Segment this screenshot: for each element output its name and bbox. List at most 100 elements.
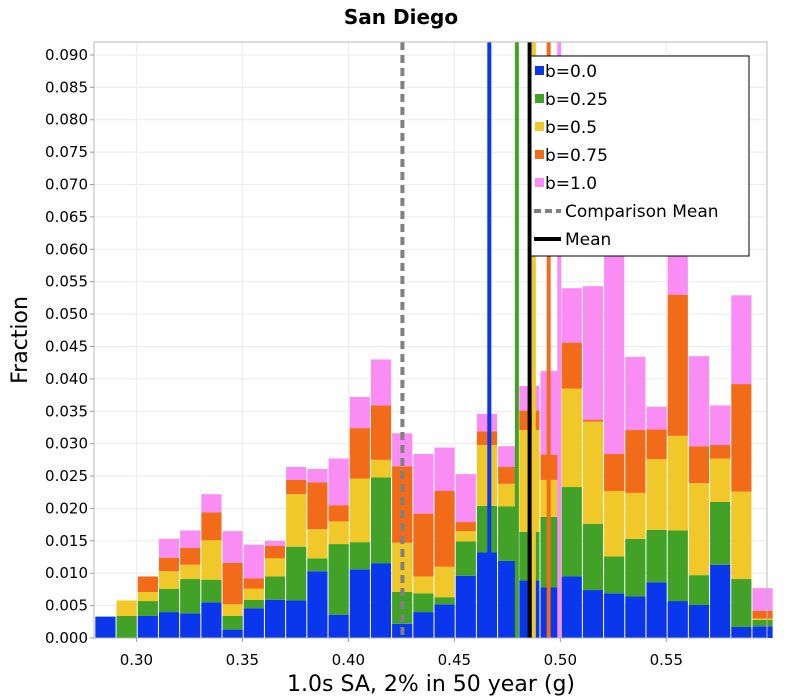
bar-b=1.0-bin-18 bbox=[476, 413, 498, 432]
x-tick-label: 0.45 bbox=[438, 651, 471, 669]
bar-b=0.0-bin-3 bbox=[158, 612, 180, 638]
bar-b=0.75-bin-13 bbox=[370, 405, 392, 460]
bar-b=0.0-bin-7 bbox=[243, 608, 264, 638]
bar-b=0.75-bin-5 bbox=[201, 512, 222, 541]
bar-b=0.5-bin-12 bbox=[349, 478, 370, 543]
bar-b=0.25-bin-25 bbox=[625, 538, 646, 597]
bar-b=0.5-bin-31 bbox=[752, 618, 773, 620]
y-tick-label: 0.050 bbox=[45, 305, 88, 323]
y-tick-label: 0.045 bbox=[45, 337, 88, 355]
bar-b=0.25-bin-10 bbox=[307, 558, 328, 572]
bar-b=0.0-bin-22 bbox=[561, 576, 582, 638]
bar-b=0.25-bin-8 bbox=[264, 576, 286, 600]
bar-b=0.25-bin-11 bbox=[328, 544, 349, 615]
bar-b=1.0-bin-15 bbox=[413, 454, 434, 514]
legend-box bbox=[530, 55, 750, 257]
bar-b=0.5-bin-16 bbox=[434, 566, 455, 598]
bar-b=0.75-bin-15 bbox=[413, 513, 434, 577]
bar-b=0.0-bin-2 bbox=[137, 615, 158, 638]
bar-b=0.25-bin-23 bbox=[582, 523, 604, 591]
bar-b=0.75-bin-4 bbox=[180, 547, 201, 565]
bar-b=0.75-bin-7 bbox=[243, 578, 264, 589]
bar-b=0.5-bin-1 bbox=[116, 600, 137, 616]
bar-b=0.25-bin-13 bbox=[370, 477, 392, 564]
bar-b=0.25-bin-29 bbox=[710, 501, 731, 565]
legend-swatch bbox=[535, 178, 544, 187]
bar-b=1.0-bin-29 bbox=[710, 405, 731, 445]
bar-b=0.5-bin-23 bbox=[582, 421, 604, 524]
y-tick-label: 0.030 bbox=[45, 435, 88, 453]
bar-b=0.25-bin-1 bbox=[116, 615, 137, 638]
legend-swatch bbox=[535, 150, 544, 159]
legend-label: b=0.5 bbox=[545, 118, 597, 138]
legend-swatch bbox=[535, 66, 544, 75]
y-tick-label: 0.000 bbox=[45, 629, 88, 647]
x-tick-label: 0.30 bbox=[120, 651, 153, 669]
legend-swatch bbox=[535, 94, 544, 103]
y-tick-label: 0.075 bbox=[45, 143, 88, 161]
bar-b=0.75-bin-28 bbox=[688, 446, 710, 484]
bar-b=0.75-bin-6 bbox=[222, 562, 243, 605]
y-tick-label: 0.005 bbox=[45, 597, 88, 615]
bar-b=0.25-bin-2 bbox=[137, 601, 158, 616]
bar-b=1.0-bin-12 bbox=[349, 397, 370, 429]
bar-b=0.0-bin-16 bbox=[434, 604, 455, 638]
bar-b=0.0-bin-31 bbox=[752, 626, 773, 638]
legend-label: b=0.0 bbox=[545, 62, 597, 82]
bar-b=0.5-bin-4 bbox=[180, 564, 201, 580]
bar-b=0.75-bin-3 bbox=[158, 557, 180, 572]
bar-b=0.0-bin-19 bbox=[498, 560, 519, 638]
bar-b=0.5-bin-7 bbox=[243, 588, 264, 600]
bar-b=0.75-bin-19 bbox=[498, 466, 519, 484]
bar-b=0.0-bin-6 bbox=[222, 629, 243, 638]
bar-b=0.5-bin-30 bbox=[731, 491, 752, 580]
x-axis-label: 1.0s SA, 2% in 50 year (g) bbox=[287, 672, 575, 697]
bar-b=0.75-bin-2 bbox=[137, 576, 158, 593]
y-tick-label: 0.010 bbox=[45, 564, 88, 582]
bar-b=0.0-bin-23 bbox=[582, 590, 604, 638]
bar-b=0.0-bin-17 bbox=[455, 575, 476, 638]
bar-b=1.0-bin-4 bbox=[180, 530, 201, 548]
bar-b=0.25-bin-17 bbox=[455, 541, 476, 576]
bar-b=1.0-bin-22 bbox=[561, 288, 582, 343]
bar-b=0.75-bin-18 bbox=[476, 431, 498, 445]
bar-b=1.0-bin-23 bbox=[582, 286, 604, 420]
bar-b=0.25-bin-4 bbox=[180, 579, 201, 614]
bar-b=0.0-bin-25 bbox=[625, 596, 646, 638]
bar-b=0.25-bin-12 bbox=[349, 542, 370, 570]
y-tick-label: 0.060 bbox=[45, 240, 88, 258]
bar-b=1.0-bin-30 bbox=[731, 295, 752, 385]
bar-b=0.25-bin-24 bbox=[604, 556, 625, 594]
legend: b=0.0 b=0.25 b=0.5 b=0.75 b=1.0 Comparison Me… bbox=[530, 55, 750, 257]
bar-b=0.75-bin-31 bbox=[752, 610, 773, 619]
bar-b=0.75-bin-17 bbox=[455, 522, 476, 532]
x-tick-label: 0.55 bbox=[650, 651, 683, 669]
bar-b=0.5-bin-3 bbox=[158, 571, 180, 589]
bar-b=0.0-bin-26 bbox=[646, 582, 667, 638]
bar-b=0.0-bin-28 bbox=[688, 604, 710, 638]
bar-b=0.25-bin-18 bbox=[476, 505, 498, 553]
bar-b=1.0-bin-10 bbox=[307, 468, 328, 483]
bar-b=1.0-bin-25 bbox=[625, 356, 646, 431]
y-tick-label: 0.070 bbox=[45, 176, 88, 194]
plot-area bbox=[93, 41, 768, 639]
bar-b=1.0-bin-24 bbox=[604, 249, 625, 455]
bar-b=1.0-bin-28 bbox=[688, 356, 710, 447]
bar-b=0.0-bin-10 bbox=[307, 571, 328, 638]
bar-b=0.5-bin-11 bbox=[328, 521, 349, 545]
bar-b=0.0-bin-0 bbox=[95, 616, 116, 638]
bar-b=0.25-bin-3 bbox=[158, 588, 180, 613]
bar-b=0.75-bin-27 bbox=[667, 294, 688, 436]
chart-title: San Diego bbox=[344, 5, 458, 29]
bar-b=0.5-bin-15 bbox=[413, 576, 434, 594]
bar-b=1.0-bin-19 bbox=[498, 446, 519, 467]
bar-b=0.5-bin-28 bbox=[688, 483, 710, 576]
bar-b=0.25-bin-22 bbox=[561, 487, 582, 577]
bar-b=0.0-bin-27 bbox=[667, 601, 688, 638]
bar-b=0.0-bin-12 bbox=[349, 569, 370, 638]
legend-swatch bbox=[535, 122, 544, 131]
bar-b=0.5-bin-24 bbox=[604, 490, 625, 557]
bar-b=1.0-bin-31 bbox=[752, 588, 773, 611]
bar-b=0.75-bin-12 bbox=[349, 428, 370, 479]
